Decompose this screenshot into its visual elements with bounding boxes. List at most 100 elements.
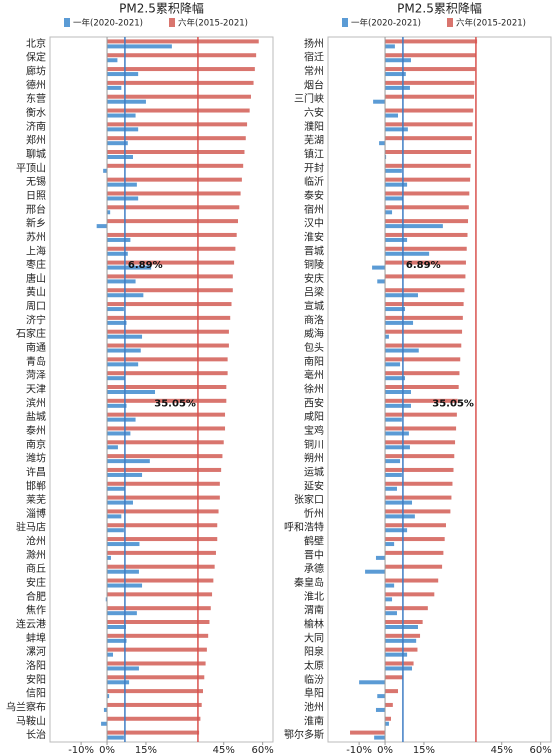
bar: [385, 334, 389, 339]
y-tick-label: 包头: [304, 341, 324, 354]
bar: [107, 454, 223, 459]
y-tick-label: 扬州: [304, 37, 324, 50]
bar: [385, 509, 451, 514]
legend-swatch: [342, 18, 348, 27]
bar: [385, 721, 389, 726]
bar: [107, 467, 222, 472]
y-tick-label: 青岛: [26, 355, 46, 368]
bar: [107, 141, 128, 146]
y-tick-label: 宝鸡: [304, 424, 324, 437]
bar: [385, 288, 465, 293]
plot-frame: [49, 36, 274, 743]
chart-title: PM2.5累积降幅: [119, 1, 204, 16]
bar: [385, 445, 410, 450]
y-tick-label: 宿州: [304, 203, 324, 216]
bar: [107, 403, 127, 408]
y-tick-label: 许昌: [26, 466, 46, 478]
bar: [107, 80, 254, 85]
bar: [107, 265, 152, 270]
bar: [103, 707, 108, 712]
y-tick-label: 南通: [26, 341, 46, 354]
y-tick-label: 长治: [26, 728, 46, 741]
bar: [107, 611, 137, 616]
legend-label: 一年(2020-2021): [351, 18, 421, 29]
y-tick-label: 焦作: [26, 604, 46, 617]
bar: [385, 85, 410, 90]
y-tick-label: 池州: [304, 700, 324, 713]
y-tick-label: 渭南: [304, 604, 324, 617]
bar: [385, 210, 393, 215]
bar: [107, 652, 114, 657]
bar: [96, 224, 108, 229]
y-tick-label: 蚌埠: [26, 631, 46, 644]
bar: [379, 141, 386, 146]
bar: [107, 694, 110, 699]
y-tick-label: 商洛: [304, 313, 324, 326]
y-tick-label: 日照: [26, 190, 46, 202]
bar: [107, 53, 257, 58]
y-tick-label: 无锡: [26, 175, 46, 188]
bar: [385, 412, 457, 417]
bar: [385, 67, 476, 72]
plot-frame: [327, 36, 552, 743]
bar: [107, 398, 227, 403]
bar: [385, 72, 406, 77]
bar: [385, 260, 466, 265]
y-tick-label: 合肥: [26, 590, 46, 603]
bar: [385, 376, 406, 381]
bar: [385, 44, 395, 49]
y-tick-label: 鄂尔多斯: [284, 728, 324, 741]
bar: [107, 155, 133, 159]
bar: [385, 440, 456, 445]
bar: [385, 182, 408, 187]
bar: [107, 638, 127, 643]
x-tick-label: 0%: [99, 745, 115, 756]
y-tick-label: 阳泉: [304, 645, 324, 658]
y-tick-label: 沧州: [26, 535, 46, 548]
bar: [107, 362, 139, 367]
bar: [107, 122, 248, 127]
bar: [385, 293, 418, 298]
bar: [385, 472, 402, 477]
y-tick-label: 邢台: [26, 203, 46, 216]
y-tick-label: 驻马店: [16, 521, 46, 534]
bar: [107, 735, 124, 740]
y-tick-label: 潍坊: [26, 452, 46, 465]
y-tick-label: 济宁: [26, 313, 46, 326]
bar: [107, 260, 235, 265]
bar: [385, 467, 454, 472]
bar: [385, 550, 444, 555]
bar: [107, 210, 111, 215]
bar: [107, 412, 226, 417]
bar: [107, 371, 228, 376]
y-tick-label: 西安: [304, 396, 324, 409]
bar: [385, 454, 455, 459]
bar: [107, 689, 203, 694]
bar: [385, 702, 393, 707]
bar: [107, 633, 209, 638]
bar: [107, 274, 233, 279]
bar: [385, 163, 471, 168]
bar: [107, 348, 141, 353]
y-tick-label: 开封: [304, 161, 324, 174]
y-tick-label: 临沂: [304, 175, 324, 188]
bar: [385, 251, 430, 256]
y-tick-label: 常州: [304, 65, 324, 78]
bar: [107, 523, 218, 528]
reference-label: 6.89%: [128, 260, 163, 271]
bar: [385, 177, 471, 182]
bar: [107, 445, 118, 450]
bar: [385, 564, 443, 569]
y-tick-label: 唐山: [26, 272, 46, 285]
y-tick-label: 安庄: [26, 576, 46, 589]
y-tick-label: 吕梁: [304, 286, 324, 299]
y-tick-label: 新乡: [26, 217, 46, 230]
bar: [107, 528, 124, 533]
bar: [107, 702, 202, 707]
y-tick-label: 邯郸: [26, 479, 46, 492]
legend-swatch: [169, 18, 175, 27]
x-tick-label: -10%: [68, 745, 94, 756]
bar: [107, 417, 136, 422]
bar: [107, 426, 226, 431]
bar: [385, 583, 395, 588]
